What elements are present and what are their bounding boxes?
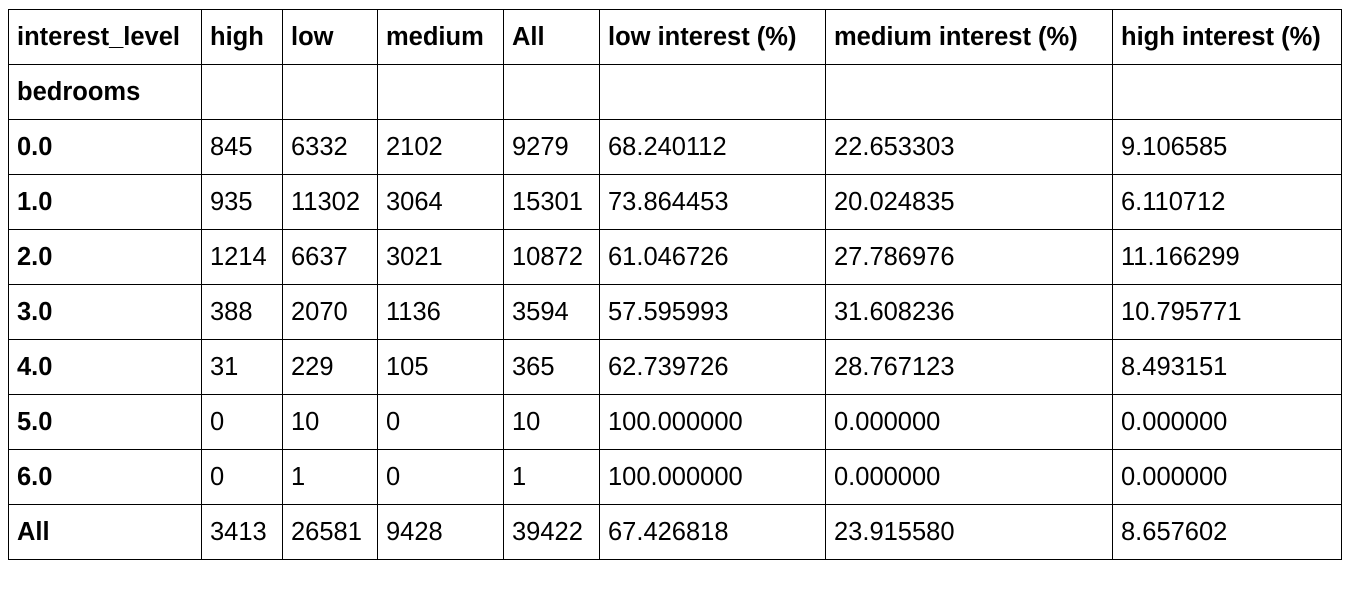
table-row: 5.0 0 10 0 10 100.000000 0.000000 0.000000 <box>8 394 1342 450</box>
table-cell: 10 <box>503 394 600 450</box>
table-cell: 39422 <box>503 504 600 560</box>
table-cell: 67.426818 <box>599 504 826 560</box>
column-header-medium-pct: medium interest (%) <box>825 9 1113 65</box>
column-header-row: interest_level high low medium All low i… <box>8 9 1342 65</box>
table-cell: 0.000000 <box>825 449 1113 505</box>
row-label: 1.0 <box>8 174 202 230</box>
table-cell: 23.915580 <box>825 504 1113 560</box>
table-row: 6.0 0 1 0 1 100.000000 0.000000 0.000000 <box>8 449 1342 505</box>
table-cell: 20.024835 <box>825 174 1113 230</box>
row-label: 5.0 <box>8 394 202 450</box>
row-label: 0.0 <box>8 119 202 175</box>
column-header-medium: medium <box>377 9 504 65</box>
table-cell: 31.608236 <box>825 284 1113 340</box>
empty-cell <box>201 64 283 120</box>
table-cell: 31 <box>201 339 283 395</box>
table-cell: 3064 <box>377 174 504 230</box>
table-cell: 3413 <box>201 504 283 560</box>
row-index-name-row: bedrooms <box>8 64 1342 120</box>
table-cell: 2102 <box>377 119 504 175</box>
row-label: All <box>8 504 202 560</box>
column-header-low: low <box>282 9 378 65</box>
table-cell: 6.110712 <box>1112 174 1342 230</box>
row-label: 4.0 <box>8 339 202 395</box>
table-cell: 73.864453 <box>599 174 826 230</box>
table-cell: 0 <box>377 449 504 505</box>
table-cell: 105 <box>377 339 504 395</box>
table-cell: 9.106585 <box>1112 119 1342 175</box>
column-header-low-pct: low interest (%) <box>599 9 826 65</box>
table-cell: 0 <box>201 449 283 505</box>
table-cell: 0.000000 <box>1112 449 1342 505</box>
table-cell: 100.000000 <box>599 394 826 450</box>
empty-cell <box>503 64 600 120</box>
table-cell: 845 <box>201 119 283 175</box>
table-cell: 10 <box>282 394 378 450</box>
table-cell: 0 <box>201 394 283 450</box>
table-body: 0.0 845 6332 2102 9279 68.240112 22.653303 9.10… <box>8 119 1342 560</box>
row-label: 2.0 <box>8 229 202 285</box>
table-cell: 1 <box>503 449 600 505</box>
table-cell: 388 <box>201 284 283 340</box>
table-cell: 68.240112 <box>599 119 826 175</box>
table-cell: 3594 <box>503 284 600 340</box>
table-cell: 10.795771 <box>1112 284 1342 340</box>
table-cell: 10872 <box>503 229 600 285</box>
table-cell: 9279 <box>503 119 600 175</box>
column-header-high: high <box>201 9 283 65</box>
table-cell: 28.767123 <box>825 339 1113 395</box>
row-label: 6.0 <box>8 449 202 505</box>
table-row: 1.0 935 11302 3064 15301 73.864453 20.024835 6.… <box>8 174 1342 230</box>
table-cell: 935 <box>201 174 283 230</box>
column-index-name: interest_level <box>8 9 202 65</box>
table-row: 3.0 388 2070 1136 3594 57.595993 31.608236 10.7… <box>8 284 1342 340</box>
empty-cell <box>825 64 1113 120</box>
column-header-high-pct: high interest (%) <box>1112 9 1342 65</box>
table-row: 0.0 845 6332 2102 9279 68.240112 22.653303 9.10… <box>8 119 1342 175</box>
row-index-name: bedrooms <box>8 64 202 120</box>
table-cell: 8.657602 <box>1112 504 1342 560</box>
table-cell: 100.000000 <box>599 449 826 505</box>
table-cell: 22.653303 <box>825 119 1113 175</box>
table-cell: 11302 <box>282 174 378 230</box>
table-cell: 27.786976 <box>825 229 1113 285</box>
table-cell: 0.000000 <box>825 394 1113 450</box>
table-cell: 8.493151 <box>1112 339 1342 395</box>
table-cell: 62.739726 <box>599 339 826 395</box>
table-cell: 229 <box>282 339 378 395</box>
row-label: 3.0 <box>8 284 202 340</box>
table-cell: 1214 <box>201 229 283 285</box>
table-cell: 1 <box>282 449 378 505</box>
column-header-all: All <box>503 9 600 65</box>
table-cell: 15301 <box>503 174 600 230</box>
table-cell: 11.166299 <box>1112 229 1342 285</box>
table-row: 2.0 1214 6637 3021 10872 61.046726 27.786976 11… <box>8 229 1342 285</box>
table-cell: 6637 <box>282 229 378 285</box>
table-row: 4.0 31 229 105 365 62.739726 28.767123 8.493151 <box>8 339 1342 395</box>
table-cell: 1136 <box>377 284 504 340</box>
table-cell: 57.595993 <box>599 284 826 340</box>
table-cell: 0.000000 <box>1112 394 1342 450</box>
table-cell: 365 <box>503 339 600 395</box>
table-cell: 26581 <box>282 504 378 560</box>
table-cell: 3021 <box>377 229 504 285</box>
empty-cell <box>282 64 378 120</box>
table-cell: 61.046726 <box>599 229 826 285</box>
table-cell: 2070 <box>282 284 378 340</box>
empty-cell <box>1112 64 1342 120</box>
table-cell: 0 <box>377 394 504 450</box>
crosstab-table: interest_level high low medium All low i… <box>8 9 1342 560</box>
empty-cell <box>377 64 504 120</box>
table-cell: 9428 <box>377 504 504 560</box>
empty-cell <box>599 64 826 120</box>
table-row: All 3413 26581 9428 39422 67.426818 23.915580 8… <box>8 504 1342 560</box>
table-cell: 6332 <box>282 119 378 175</box>
